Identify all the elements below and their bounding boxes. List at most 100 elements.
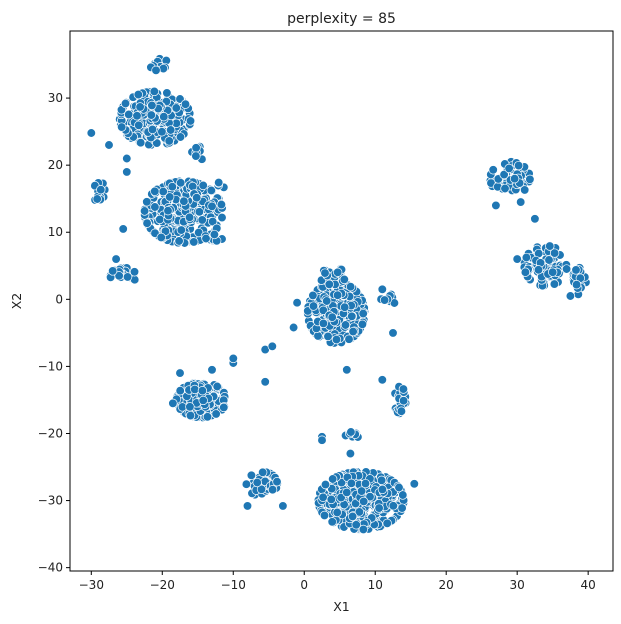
- scatter-point: [500, 183, 510, 194]
- scatter-point: [142, 197, 152, 207]
- scatter-point: [197, 386, 208, 396]
- scatter-point: [377, 375, 387, 385]
- y-axis-label: X2: [9, 293, 24, 310]
- scatter-point: [175, 132, 186, 142]
- scatter-point: [549, 279, 560, 289]
- scatter-point: [188, 181, 198, 192]
- scatter-point: [149, 86, 159, 97]
- scatter-point: [135, 102, 145, 112]
- scatter-point: [207, 365, 217, 375]
- scatter-point: [548, 267, 558, 277]
- scatter-point: [163, 206, 173, 216]
- scatter-point: [342, 487, 352, 498]
- scatter-point: [357, 319, 368, 329]
- scatter-point: [174, 236, 184, 246]
- scatter-point: [175, 386, 185, 396]
- scatter-point: [365, 492, 375, 502]
- scatter-point: [180, 99, 191, 109]
- scatter-point: [513, 160, 524, 171]
- scatter-point: [509, 174, 520, 184]
- scatter-point: [214, 177, 224, 188]
- scatter-point: [278, 501, 288, 511]
- y-tick-label: −30: [38, 494, 63, 508]
- scatter-point: [499, 169, 509, 180]
- scatter-point: [242, 501, 253, 511]
- scatter-point: [124, 109, 134, 120]
- scatter-point: [256, 484, 267, 494]
- scatter-point: [348, 326, 358, 337]
- scatter-point: [379, 295, 390, 305]
- scatter-point: [326, 494, 336, 505]
- scatter-point: [571, 280, 582, 290]
- scatter-point: [104, 140, 114, 150]
- scatter-point: [162, 88, 172, 98]
- scatter-point: [228, 353, 238, 364]
- x-axis-label: X1: [333, 599, 350, 614]
- scatter-point: [544, 255, 554, 265]
- scatter-point: [351, 520, 361, 530]
- scatter-point: [396, 406, 407, 416]
- scatter-point: [398, 490, 408, 500]
- scatter-point: [340, 320, 351, 330]
- scatter-point: [336, 477, 347, 488]
- scatter-point: [340, 302, 350, 312]
- scatter-point: [267, 341, 277, 351]
- scatter-point: [150, 202, 160, 212]
- scatter-point: [374, 503, 384, 513]
- scatter-point: [217, 212, 227, 223]
- scatter-point: [549, 248, 560, 258]
- scatter-point: [212, 381, 222, 392]
- scatter-point: [356, 486, 367, 496]
- scatter-point: [332, 507, 342, 518]
- scatter-point: [246, 470, 257, 480]
- x-tick-label: −20: [150, 578, 175, 592]
- scatter-point: [122, 167, 132, 177]
- scatter-point: [86, 128, 96, 138]
- scatter-point: [533, 265, 544, 275]
- scatter-point: [191, 151, 201, 161]
- scatter-point: [202, 412, 213, 422]
- scatter-point: [388, 501, 398, 511]
- x-axis: −30 −20 −10 0 10 20 30 40: [79, 571, 596, 592]
- y-tick-label: 0: [55, 292, 63, 306]
- scatter-point: [308, 301, 319, 311]
- scatter-point: [288, 322, 299, 333]
- scatter-point: [241, 479, 252, 489]
- scatter-point: [150, 186, 160, 196]
- scatter-point: [176, 178, 186, 188]
- x-tick-label: −30: [79, 578, 104, 592]
- scatter-point: [216, 199, 227, 210]
- y-tick-label: 30: [48, 91, 63, 105]
- scatter-point: [409, 479, 419, 489]
- scatter-point: [132, 111, 142, 121]
- scatter-point: [344, 334, 354, 344]
- scatter-point: [354, 507, 365, 517]
- scatter-point: [209, 229, 220, 240]
- scatter-point: [336, 492, 346, 503]
- scatter-point: [331, 334, 342, 345]
- scatter-point: [192, 193, 202, 203]
- scatter-point: [184, 212, 195, 222]
- scatter-point: [147, 124, 158, 135]
- scatter-point: [156, 232, 166, 243]
- scatter-point: [545, 241, 555, 251]
- scatter-point: [332, 290, 343, 300]
- scatter-point: [175, 368, 185, 378]
- scatter-point: [346, 478, 357, 488]
- scatter-point: [491, 200, 501, 211]
- scatter-point: [377, 284, 387, 294]
- scatter-point: [323, 331, 333, 342]
- scatter-point: [134, 120, 144, 130]
- scatter-point: [488, 165, 498, 175]
- scatter-point: [179, 196, 189, 206]
- scatter-point: [139, 206, 150, 216]
- scatter-point: [520, 185, 530, 195]
- scatter-point: [319, 510, 330, 521]
- y-tick-label: 10: [48, 225, 63, 239]
- scatter-point: [398, 396, 409, 406]
- scatter-point: [167, 182, 177, 192]
- chart-title: perplexity = 85: [287, 11, 396, 27]
- plot-frame: [69, 30, 614, 572]
- scatter-point: [272, 477, 282, 487]
